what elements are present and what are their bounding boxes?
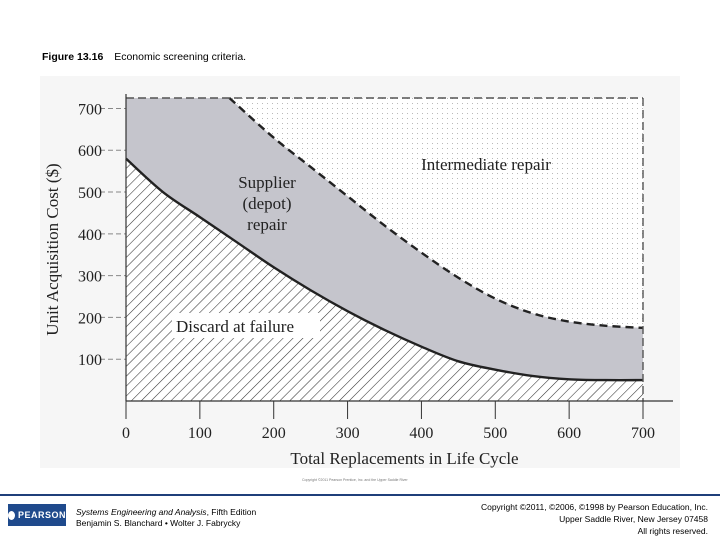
discard-region-label: Discard at failure: [176, 317, 294, 336]
supplier-region-label: (depot): [242, 194, 291, 213]
discard-label-box: [172, 313, 320, 338]
copyright-line-1: Copyright ©2011, ©2006, ©1998 by Pearson…: [480, 502, 708, 512]
y-axis-title: Unit Acquisition Cost ($): [43, 163, 62, 335]
x-axis-title: Total Replacements in Life Cycle: [290, 449, 518, 468]
copyright-block: Copyright ©2011, ©2006, ©1998 by Pearson…: [481, 501, 708, 537]
figure-number: Figure 13.16: [42, 51, 104, 63]
footer-rule: [0, 494, 720, 496]
y-tick-label: 100: [78, 352, 102, 369]
discard-at-failure-region: [126, 158, 643, 401]
book-info: Systems Engineering and Analysis, Fifth …: [76, 507, 256, 529]
figure-caption: Figure 13.16 Economic screening criteria…: [42, 51, 246, 63]
x-tick-label: 500: [483, 425, 507, 442]
intermediate-region-label: Intermediate repair: [421, 155, 551, 174]
y-tick-label: 600: [78, 143, 102, 160]
area-chart: 0 100 200 300 400 500 600 700 100 200 300 400 500 600…: [43, 94, 673, 468]
book-authors: Benjamin S. Blanchard • Wolter J. Fabryc…: [76, 518, 241, 528]
logo-mark-icon: [8, 510, 15, 520]
book-title: Systems Engineering and Analysis: [76, 507, 207, 517]
book-edition: , Fifth Edition: [206, 507, 257, 517]
x-tick-label: 700: [631, 425, 655, 442]
x-tick-label: 0: [122, 425, 130, 442]
y-tick-label: 200: [78, 310, 102, 327]
discard-curve: [125, 157, 644, 382]
image-credit: Copyright ©2011 Pearson Prentice, Inc. a…: [302, 478, 408, 482]
supplier-region-label: repair: [247, 215, 287, 234]
figure-caption-text: Economic screening criteria.: [114, 51, 247, 63]
x-tick-label: 200: [262, 425, 286, 442]
book-title-line: Systems Engineering and Analysis, Fifth …: [76, 507, 256, 518]
copyright-line-2: Upper Saddle River, New Jersey 07458: [559, 514, 708, 524]
x-tick-label: 400: [409, 425, 433, 442]
x-tick-label: 600: [557, 425, 581, 442]
y-tick-label: 500: [78, 185, 102, 202]
supplier-region-label: Supplier: [238, 173, 296, 192]
copyright-line-3: All rights reserved.: [637, 526, 708, 536]
y-tick-label: 300: [78, 269, 102, 286]
publisher-logo: PEARSON: [8, 504, 66, 526]
x-tick-label: 100: [188, 425, 212, 442]
x-tick-label: 300: [336, 425, 360, 442]
logo-text: PEARSON: [17, 510, 66, 520]
chart-frame: 0 100 200 300 400 500 600 700 100 200 300 400 500 600…: [40, 76, 680, 468]
y-tick-label: 400: [78, 227, 102, 244]
y-tick-label: 700: [78, 101, 102, 118]
